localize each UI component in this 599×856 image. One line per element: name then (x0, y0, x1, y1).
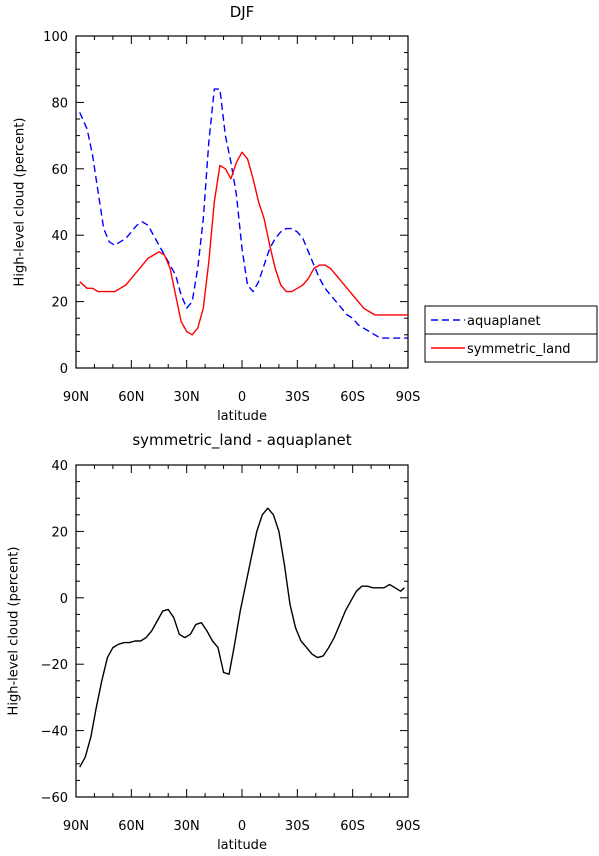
x-tick-label: 30S (285, 819, 310, 834)
x-tick-label: 90S (396, 819, 421, 834)
chart-title: symmetric_land - aquaplanet (132, 431, 351, 450)
y-tick-label: 0 (60, 592, 68, 607)
x-tick-label: 90N (63, 390, 89, 405)
series-line-symmetric-land (79, 151, 408, 336)
x-axis-title: latitude (217, 409, 267, 424)
x-tick-label: 90N (63, 819, 89, 834)
series-line-difference (79, 507, 405, 768)
series-line-aquaplanet (79, 88, 408, 339)
legend: aquaplanet symmetric_land (424, 305, 598, 363)
x-tick-label: 30N (174, 819, 200, 834)
x-tick-label: 60N (118, 819, 144, 834)
y-tick-label: 20 (51, 296, 68, 311)
y-axis-title: High-level cloud (percent) (7, 547, 22, 716)
x-tick-label: 90S (396, 390, 421, 405)
x-tick-label: 30S (285, 390, 310, 405)
y-tick-label: −60 (41, 791, 68, 806)
x-tick-label: 60S (340, 819, 365, 834)
x-axis-title: latitude (217, 838, 267, 851)
legend-label-aquaplanet: aquaplanet (467, 314, 541, 329)
y-tick-label: −40 (41, 725, 68, 740)
x-tick-label: 30N (174, 390, 200, 405)
y-tick-label: 40 (51, 229, 68, 244)
legend-label-symmetric-land: symmetric_land (467, 342, 571, 357)
y-tick-label: −20 (41, 658, 68, 673)
y-tick-label: 20 (51, 525, 68, 540)
y-tick-label: 40 (51, 459, 68, 474)
chart-panel-2: −60 −40 −20 0 20 40 90N 60N 30N 0 30S 60S 90S latitud… (7, 431, 421, 853)
y-tick-label: 80 (51, 96, 68, 111)
chart-panel-1: 0 20 40 60 80 100 90N 60N 30N 0 30S 60S 90S latitude H… (13, 3, 421, 424)
plot-frame (75, 464, 409, 798)
y-tick-label: 100 (43, 30, 68, 45)
plot-frame (75, 35, 409, 369)
x-tick-label: 60S (340, 390, 365, 405)
x-tick-label: 0 (238, 390, 246, 405)
chart-title: DJF (230, 3, 255, 21)
y-tick-label: 0 (60, 362, 68, 377)
y-tick-label: 60 (51, 163, 68, 178)
x-tick-label: 0 (238, 819, 246, 834)
y-axis-title: High-level cloud (percent) (13, 118, 28, 287)
x-tick-label: 60N (118, 390, 144, 405)
